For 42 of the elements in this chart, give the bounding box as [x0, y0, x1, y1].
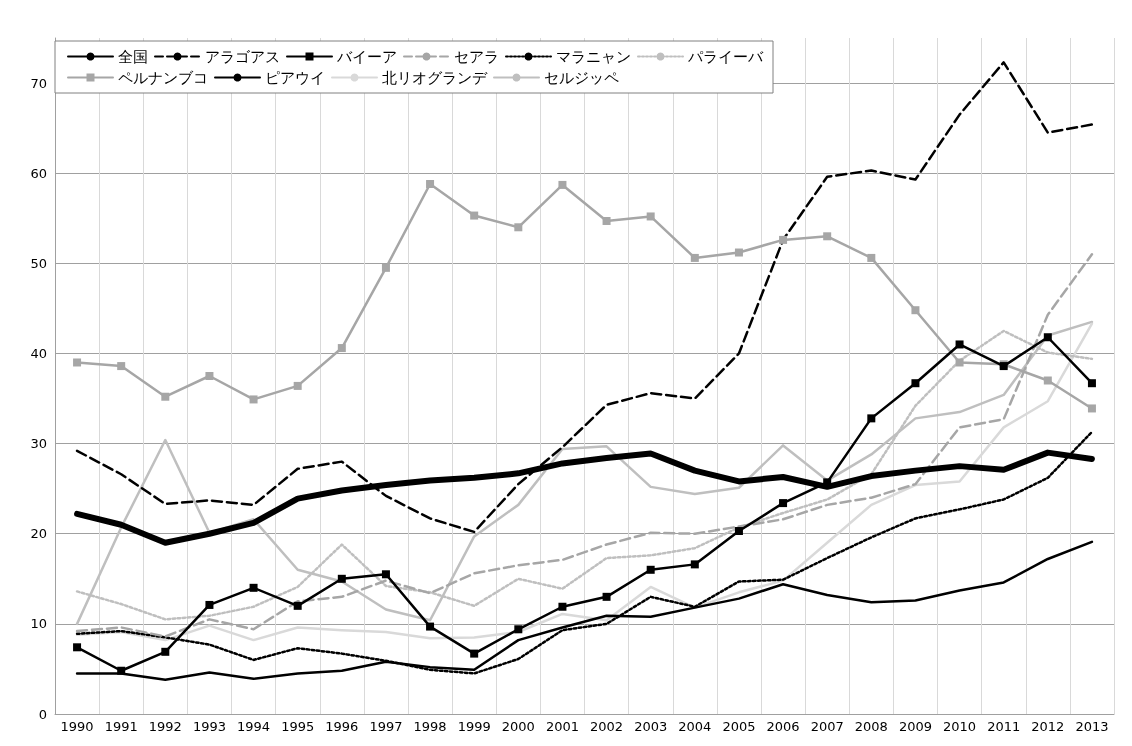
x-tick-label: 1991	[104, 719, 138, 734]
x-tick-label: 2011	[987, 719, 1021, 734]
x-tick-label: 2010	[943, 719, 977, 734]
x-tick-label: 2009	[898, 719, 932, 734]
y-tick-label: 40	[30, 345, 47, 361]
legend-label: マラニャン	[556, 47, 631, 66]
x-tick-label: 2008	[854, 719, 888, 734]
legend-label: ペルナンブコ	[118, 68, 208, 87]
x-tick-label: 2006	[766, 719, 800, 734]
x-tick-label: 2012	[1031, 719, 1065, 734]
legend-label: セルジッペ	[544, 68, 619, 87]
x-tick-label: 2003	[634, 719, 668, 734]
x-tick-label: 2002	[590, 719, 624, 734]
y-tick-label: 20	[30, 526, 47, 542]
x-tick-label: 2013	[1075, 719, 1109, 734]
x-tick-label: 1993	[192, 719, 226, 734]
x-tick-label: 1996	[325, 719, 359, 734]
x-tick-label: 1999	[457, 719, 491, 734]
x-tick-label: 1992	[148, 719, 182, 734]
x-tick-label: 2001	[545, 719, 579, 734]
legend-label: セアラ	[454, 47, 499, 66]
y-tick-label: 60	[30, 165, 47, 181]
x-tick-label: 1990	[60, 719, 94, 734]
legend-label: ピアウイ	[265, 68, 325, 87]
x-tick-label: 2007	[810, 719, 844, 734]
legend-label: バイーア	[336, 47, 397, 66]
x-tick-label: 2000	[501, 719, 535, 734]
y-tick-label: 0	[38, 706, 47, 722]
legend-label: 全国	[118, 47, 148, 66]
y-tick-label: 70	[30, 75, 47, 91]
y-tick-label: 30	[30, 436, 47, 452]
x-tick-label: 2004	[678, 719, 712, 734]
x-tick-label: 1995	[281, 719, 315, 734]
x-tick-label: 1998	[413, 719, 447, 734]
y-tick-label: 10	[30, 616, 47, 632]
legend-label: アラゴアス	[205, 47, 280, 66]
x-tick-label: 1994	[237, 719, 271, 734]
y-tick-label: 50	[30, 255, 47, 271]
x-tick-label: 2005	[722, 719, 756, 734]
x-tick-label: 1997	[369, 719, 403, 734]
legend-label: パライーバ	[687, 47, 764, 66]
legend-label: 北リオグランデ	[382, 68, 488, 87]
